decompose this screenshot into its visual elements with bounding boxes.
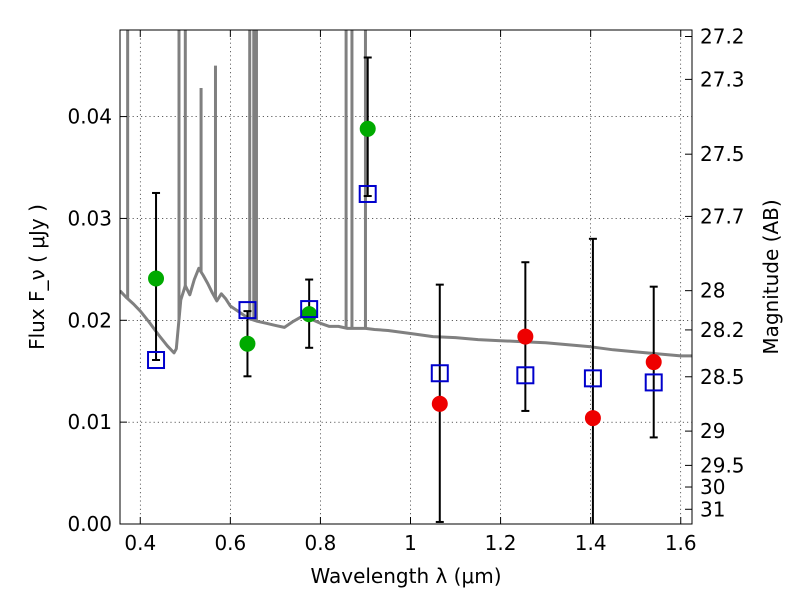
x-tick-label: 0.8	[305, 531, 337, 555]
photometry-point	[517, 328, 534, 345]
right-tick-label: 29	[700, 419, 725, 443]
x-tick-label: 0.6	[214, 531, 246, 555]
y-axis-label: Flux F_ν ( μJy )	[25, 204, 49, 350]
right-tick-label: 29.5	[700, 453, 745, 477]
right-axis-label: Magnitude (AB)	[759, 199, 783, 354]
model-flux-square	[644, 373, 663, 392]
photometry-point	[431, 395, 448, 412]
right-tick-label: 27.3	[700, 67, 745, 91]
photometry-point	[148, 270, 165, 287]
photometry-point	[645, 354, 662, 371]
right-tick-label: 28	[700, 279, 725, 303]
photometry-point	[359, 120, 376, 137]
right-tick-label: 31	[700, 497, 725, 521]
x-tick-label: 1.6	[665, 531, 697, 555]
photometry-point	[584, 410, 601, 427]
model-spectrum-line	[120, 266, 692, 358]
photometry-point	[301, 306, 318, 323]
right-tick-label: 28.2	[700, 318, 745, 342]
model-flux-square	[238, 301, 257, 320]
right-tick-label: 27.7	[700, 204, 745, 228]
x-tick-label: 1	[404, 531, 417, 555]
model-flux-square	[583, 369, 602, 388]
x-tick-label: 0.4	[124, 531, 156, 555]
x-tick-label: 1.2	[485, 531, 517, 555]
right-tick-label: 27.2	[700, 24, 745, 48]
plot-frame	[119, 29, 693, 525]
y-tick-label: 0.02	[67, 308, 112, 332]
right-tick-label: 28.5	[700, 365, 745, 389]
y-tick-label: 0.00	[67, 512, 112, 536]
model-flux-square	[358, 184, 377, 203]
x-tick-label: 1.4	[575, 531, 607, 555]
y-tick-label: 0.04	[67, 105, 112, 129]
photometry-point	[239, 335, 256, 352]
model-flux-square	[147, 351, 166, 370]
right-tick-label: 30	[700, 475, 725, 499]
model-flux-square	[300, 300, 319, 319]
model-flux-square	[516, 366, 535, 385]
right-tick-label: 27.5	[700, 142, 745, 166]
y-tick-label: 0.01	[67, 410, 112, 434]
plot-area	[120, 30, 692, 524]
model-flux-square	[430, 364, 449, 383]
y-tick-label: 0.03	[67, 206, 112, 230]
x-axis-label: Wavelength λ (μm)	[310, 564, 501, 588]
axes: 0.4 0.6 0.8 1 1.2 1.4 1.6 0.00 0.01 0.02 0.03 0.04 2…	[67, 24, 744, 555]
